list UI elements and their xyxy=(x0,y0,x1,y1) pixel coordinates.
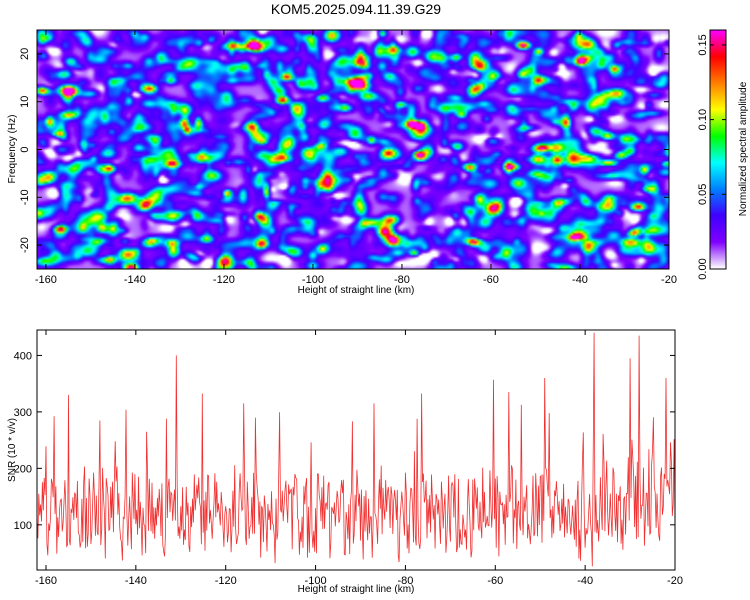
spectrogram-y-axis-label: Frequency (Hz) xyxy=(7,115,18,184)
snr-panel: -160 -140 -120 -100 -80 -60 -40 -20 100 200 300 40… xyxy=(7,329,683,595)
spectrogram-x-tick-label: -60 xyxy=(483,274,499,286)
colorbar-label: Normalized spectral amplitude xyxy=(738,81,749,216)
snr-x-tick-label: -140 xyxy=(125,575,147,587)
spectrogram-x-tick-label: -40 xyxy=(572,274,588,286)
colorbar-tick-label: 0.10 xyxy=(697,109,709,130)
spectrogram-x-axis-label: Height of straight line (km) xyxy=(298,285,415,296)
snr-series-line xyxy=(37,332,675,567)
spectrogram-y-tick-label: 0 xyxy=(19,146,31,152)
chart-title: KOM5.2025.094.11.39.G29 xyxy=(271,1,441,17)
snr-x-tick-label: -100 xyxy=(305,575,327,587)
snr-y-tick-label: 300 xyxy=(14,407,32,419)
snr-y-tick-label: 200 xyxy=(14,463,32,475)
snr-frame xyxy=(36,329,676,571)
spectrogram-x-tick-label: -160 xyxy=(35,274,57,286)
colorbar-tick-label: 0.00 xyxy=(697,258,709,279)
colorbar: 0.00 0.05 0.10 0.15 Normalized spectral amp… xyxy=(697,29,749,280)
snr-x-tick-label: -20 xyxy=(667,575,683,587)
spectrogram-x-tick-label: -100 xyxy=(302,274,324,286)
snr-x-tick-label: -120 xyxy=(215,575,237,587)
spectrogram-x-tick-label: -120 xyxy=(213,274,235,286)
snr-y-axis-label: SNR (10 * v/v) xyxy=(7,418,18,482)
colorbar-tick-label: 0.05 xyxy=(697,184,709,205)
snr-x-axis-label: Height of straight line (km) xyxy=(298,584,415,595)
snr-x-tick-label: -40 xyxy=(577,575,593,587)
spectrogram-y-tick-label: -20 xyxy=(19,237,31,253)
spectrogram-x-tick-label: -80 xyxy=(394,274,410,286)
spectrogram-image xyxy=(37,30,669,269)
spectrogram-x-tick-label: -20 xyxy=(661,274,677,286)
colorbar-tick-label: 0.15 xyxy=(697,34,709,55)
spectrogram-y-tick-label: 10 xyxy=(19,96,31,108)
colorbar-gradient xyxy=(710,30,726,269)
snr-x-tick-label: -60 xyxy=(487,575,503,587)
snr-x-tick-label: -160 xyxy=(35,575,57,587)
spectrogram-y-tick-label: 20 xyxy=(19,48,31,60)
snr-y-tick-label: 400 xyxy=(14,350,32,362)
snr-x-tick-label: -80 xyxy=(397,575,413,587)
snr-y-tick-label: 100 xyxy=(14,520,32,532)
colorbar-frame xyxy=(709,29,727,270)
spectrogram-x-tick-label: -140 xyxy=(124,274,146,286)
spectrogram-panel: -160 -140 -120 -100 -80 -60 -40 -20 -20-1001020… xyxy=(7,29,677,296)
spectrogram-y-tick-label: -10 xyxy=(19,189,31,205)
